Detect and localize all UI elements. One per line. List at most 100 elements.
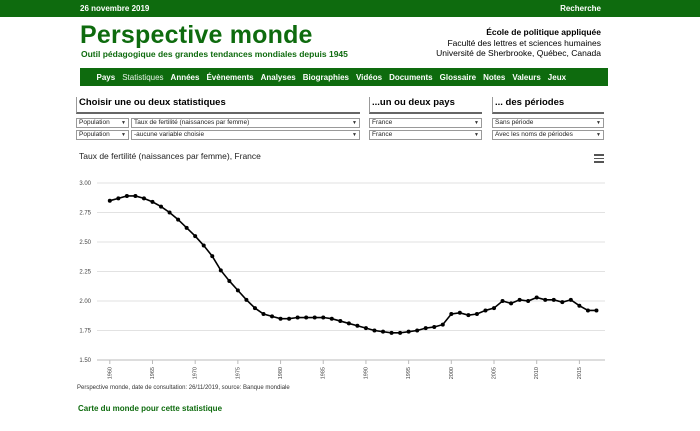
category-select-2[interactable]: Population ▼ bbox=[76, 130, 129, 140]
institution-faculty: Faculté des lettres et sciences humaines bbox=[447, 37, 601, 48]
chart-menu-icon[interactable] bbox=[594, 154, 604, 163]
data-point bbox=[440, 322, 445, 327]
data-point bbox=[235, 288, 240, 293]
x-tick-label: 1980 bbox=[278, 367, 284, 379]
chevron-down-icon: ▼ bbox=[352, 132, 357, 138]
chevron-down-icon: ▼ bbox=[474, 132, 479, 138]
variable-select-2-value: -aucune variable choisie bbox=[134, 131, 205, 138]
variable-select-1-value: Taux de fertilité (naissances par femme) bbox=[134, 119, 250, 126]
data-point bbox=[526, 299, 531, 303]
data-point bbox=[543, 297, 548, 302]
data-point bbox=[363, 326, 368, 331]
data-point bbox=[560, 300, 565, 305]
data-point bbox=[338, 319, 343, 324]
nav-pays[interactable]: Pays bbox=[96, 72, 116, 82]
data-point bbox=[312, 315, 317, 320]
nav-videos[interactable]: Vidéos bbox=[355, 72, 383, 82]
category-select-2-value: Population bbox=[79, 131, 110, 138]
data-point bbox=[116, 196, 121, 201]
fertility-line-chart: 3.00 2.75 2.50 2.25 2.00 1.75 1.50 1960 1965 1970… bbox=[79, 181, 605, 379]
country-select-1-value: France bbox=[372, 119, 393, 126]
nav-statistiques[interactable]: Statistiques bbox=[122, 72, 164, 82]
data-point bbox=[252, 306, 257, 311]
current-date: 26 novembre 2019 bbox=[80, 4, 150, 13]
x-tick-label: 2000 bbox=[449, 367, 455, 379]
nav-analyses[interactable]: Analyses bbox=[260, 72, 296, 82]
period-select-2-value: Avec les noms de périodes bbox=[495, 131, 573, 138]
data-point bbox=[585, 308, 590, 313]
data-point bbox=[150, 199, 155, 204]
nav-evenements[interactable]: Évènements bbox=[206, 72, 254, 82]
data-point bbox=[270, 314, 275, 319]
chevron-down-icon: ▼ bbox=[121, 132, 126, 138]
x-tick-label: 1960 bbox=[107, 367, 113, 379]
y-tick-label: 1.75 bbox=[79, 329, 91, 335]
x-tick-label: 1985 bbox=[321, 367, 327, 379]
chevron-down-icon: ▼ bbox=[474, 120, 479, 126]
data-point bbox=[295, 315, 300, 320]
data-point bbox=[381, 329, 386, 334]
category-select-1[interactable]: Population ▼ bbox=[76, 118, 129, 128]
nav-glossaire[interactable]: Glossaire bbox=[439, 72, 477, 82]
data-point bbox=[133, 193, 138, 198]
data-point bbox=[474, 311, 479, 316]
data-point bbox=[466, 313, 471, 318]
data-point bbox=[141, 196, 146, 201]
y-tick-label: 2.75 bbox=[79, 211, 91, 217]
data-point bbox=[389, 330, 394, 335]
data-point bbox=[218, 268, 223, 273]
data-point bbox=[568, 297, 573, 302]
chevron-down-icon: ▼ bbox=[121, 120, 126, 126]
data-point bbox=[329, 316, 334, 321]
x-tick-label: 1970 bbox=[193, 367, 199, 379]
data-point bbox=[184, 225, 189, 230]
nav-documents[interactable]: Documents bbox=[389, 72, 433, 82]
y-tick-label: 2.50 bbox=[79, 240, 91, 246]
country-select-1[interactable]: France ▼ bbox=[369, 118, 482, 128]
data-point bbox=[492, 306, 497, 311]
data-point bbox=[261, 311, 266, 316]
data-point bbox=[432, 324, 437, 329]
chart-credits: Perspective monde, date de consultation:… bbox=[77, 385, 290, 391]
y-tick-label: 1.50 bbox=[79, 358, 91, 364]
country-select-2-value: France bbox=[372, 131, 393, 138]
data-point bbox=[227, 278, 232, 283]
institution-block: École de politique appliquée Faculté des… bbox=[436, 27, 601, 59]
nav-annees[interactable]: Années bbox=[170, 72, 200, 82]
institution-name: École de politique appliquée bbox=[486, 27, 601, 37]
data-point bbox=[167, 210, 172, 215]
nav-jeux[interactable]: Jeux bbox=[547, 72, 567, 82]
data-point bbox=[107, 198, 112, 203]
x-tick-label: 2010 bbox=[534, 367, 540, 379]
nav-notes[interactable]: Notes bbox=[483, 72, 506, 82]
period-select-2[interactable]: Avec les noms de périodes ▼ bbox=[492, 130, 604, 140]
data-point bbox=[398, 330, 403, 335]
data-point bbox=[304, 315, 309, 320]
data-point bbox=[517, 297, 522, 302]
data-point bbox=[534, 295, 539, 300]
world-map-link[interactable]: Carte du monde pour cette statistique bbox=[78, 404, 223, 413]
country-selector-heading: ...un ou deux pays bbox=[369, 97, 482, 114]
x-tick-label: 2005 bbox=[491, 367, 497, 379]
x-tick-label: 1990 bbox=[363, 367, 369, 379]
data-point bbox=[372, 328, 377, 333]
data-point bbox=[509, 301, 514, 306]
search-link[interactable]: Recherche bbox=[560, 4, 601, 13]
data-point bbox=[159, 204, 164, 209]
stat-selector-heading: Choisir une ou deux statistiques bbox=[76, 97, 360, 114]
data-point bbox=[594, 308, 599, 313]
nav-biographies[interactable]: Biographies bbox=[302, 72, 349, 82]
data-point bbox=[423, 326, 428, 331]
data-point bbox=[321, 315, 326, 320]
variable-select-1[interactable]: Taux de fertilité (naissances par femme)… bbox=[131, 118, 360, 128]
period-select-1[interactable]: Sans période ▼ bbox=[492, 118, 604, 128]
x-tick-label: 1995 bbox=[406, 367, 412, 379]
data-point bbox=[406, 329, 411, 334]
variable-select-2[interactable]: -aucune variable choisie ▼ bbox=[131, 130, 360, 140]
data-point bbox=[124, 193, 129, 198]
chart-title: Taux de fertilité (naissances par femme)… bbox=[79, 151, 261, 161]
period-select-1-value: Sans période bbox=[495, 119, 534, 126]
site-logo-title[interactable]: Perspective monde bbox=[80, 21, 313, 49]
nav-valeurs[interactable]: Valeurs bbox=[512, 72, 541, 82]
country-select-2[interactable]: France ▼ bbox=[369, 130, 482, 140]
